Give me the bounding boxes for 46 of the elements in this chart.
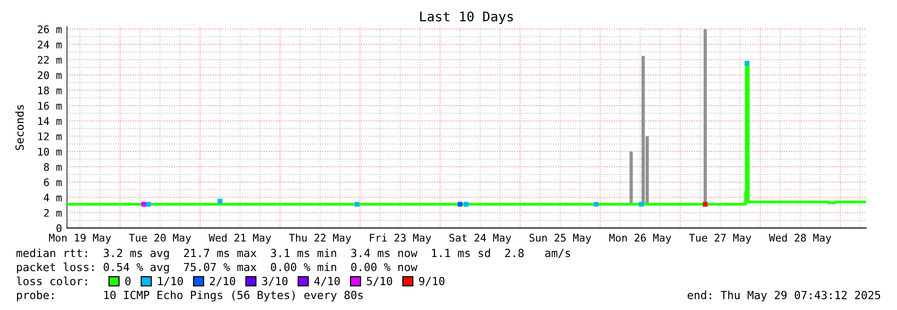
legend-title: loss color: xyxy=(16,276,87,286)
bar xyxy=(630,151,633,204)
x-tick-label: Tue 27 May xyxy=(689,234,752,244)
y-tick-label: 10 m xyxy=(38,148,62,156)
legend-label: 5/10 xyxy=(366,276,392,286)
y-tick-label: 6 m xyxy=(44,178,62,186)
point xyxy=(458,202,463,207)
x-tick-label: Fri 23 May xyxy=(370,234,432,244)
chart-title: Last 10 Days xyxy=(420,11,513,24)
y-tick-label: 20 m xyxy=(38,71,62,80)
x-tick-label: Wed 28 May xyxy=(768,234,832,244)
y-tick-label: 26 m xyxy=(38,25,62,34)
legend-label: 4/10 xyxy=(314,276,340,286)
x-tick-label: Mon 26 May xyxy=(609,234,672,244)
point xyxy=(354,202,360,207)
x-tick-label: Wed 21 May xyxy=(208,234,272,244)
x-tick-label: Mon 19 May xyxy=(49,234,111,244)
y-tick-label: 4 m xyxy=(44,194,62,202)
legend-label: 1/10 xyxy=(158,276,183,286)
legend-label: 2/10 xyxy=(210,276,236,286)
y-tick-label: 16 m xyxy=(38,102,62,110)
text: median rtt: 3.2 ms avg 21.7 ms max 3.1 ms min 3.4 ms now 1.1 ms sd 2.8 am/s xyxy=(16,248,570,260)
x-tick-label: Thu 22 May xyxy=(288,234,352,244)
y-tick-label: 8 m xyxy=(44,163,62,171)
legend-label: 3/10 xyxy=(262,276,288,286)
point xyxy=(146,202,151,207)
y-tick-label: 12 m xyxy=(38,132,62,140)
y-tick-label: 2 m xyxy=(44,208,62,217)
text: probe: 10 ICMP Echo Pings (56 Bytes) every 80s xyxy=(17,290,363,302)
text: packet loss: 0.54 % avg 75.07 % max 0.00 % min 0.00 % now xyxy=(17,262,418,274)
point xyxy=(464,202,469,207)
y-tick-label: 24 m xyxy=(38,40,62,48)
y-tick-label: 22 m xyxy=(38,56,62,64)
y-tick-label: 18 m xyxy=(38,86,62,94)
text: end: Thu May 29 07:43:12 2025 xyxy=(688,290,880,302)
point xyxy=(218,198,222,204)
point xyxy=(744,61,750,66)
y-axis-title: Seconds xyxy=(15,105,24,150)
x-tick-label: Sun 25 May xyxy=(530,234,592,244)
legend-label: 9/10 xyxy=(419,276,444,286)
y-tick-label: 14 m xyxy=(38,117,62,125)
bar xyxy=(642,56,645,204)
x-tick-label: Tue 20 May xyxy=(128,234,191,244)
legend-label: 0 xyxy=(125,276,131,286)
x-tick-label: Sat 24 May xyxy=(449,234,512,244)
y-tick-label: 0 xyxy=(56,224,62,232)
